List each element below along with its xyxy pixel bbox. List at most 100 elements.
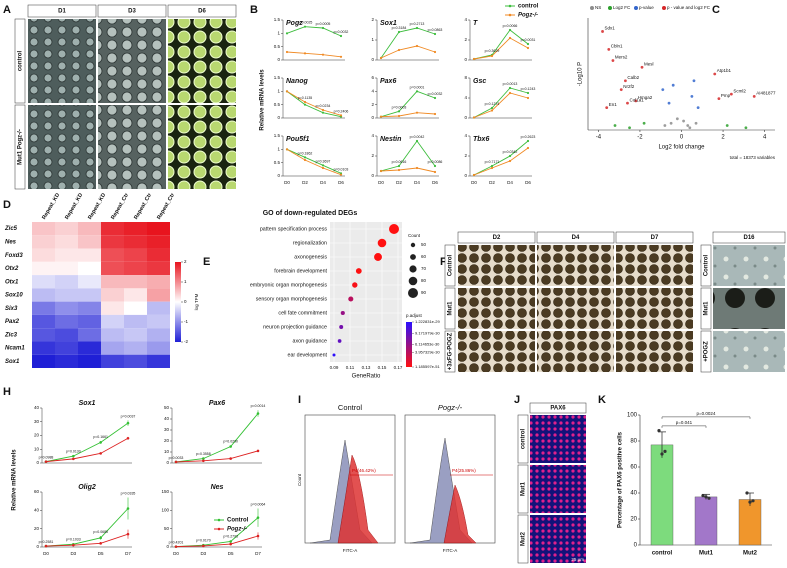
x-tick-label: D6 — [338, 180, 344, 185]
micrograph — [616, 288, 693, 329]
y-tick-label: 80 — [630, 439, 637, 445]
dot — [337, 339, 342, 343]
heatmap-cell — [55, 341, 78, 355]
panel-letter: K — [598, 394, 606, 406]
x-tick-label: D5 — [98, 551, 104, 556]
dot — [389, 224, 399, 234]
heatmap-cell — [101, 288, 124, 302]
x-tick-label: -2 — [637, 135, 643, 141]
chart-title: Nestin — [380, 136, 401, 143]
p-value: p=0.0988 — [39, 456, 54, 460]
data-point — [174, 545, 178, 548]
data-point — [285, 148, 289, 151]
dot — [348, 296, 354, 302]
heatmap-cell — [101, 354, 124, 368]
data-point — [640, 65, 644, 69]
heatmap-cell — [32, 354, 55, 368]
bar — [738, 499, 762, 546]
stained-histogram — [443, 484, 477, 544]
x-tick-label: D2 — [396, 180, 402, 185]
significance-bracket — [661, 425, 707, 428]
p-value: p=0.0033 — [169, 456, 184, 460]
p-value: p=0.7171 — [485, 160, 500, 164]
p-value: p=0.1661 — [93, 435, 108, 439]
heatmap-cell — [147, 222, 170, 236]
row-label-box — [444, 244, 456, 287]
data-point — [202, 544, 205, 548]
heatmap-cell — [124, 314, 147, 329]
panel-letter: C — [712, 4, 720, 16]
y-tick-label: 4 — [464, 95, 467, 100]
y-tick-label: 4 — [464, 17, 467, 22]
data-point — [508, 36, 512, 40]
heatmap-cell — [101, 301, 124, 315]
data-point — [433, 96, 437, 100]
micrograph — [537, 331, 614, 372]
row-label-box — [517, 414, 529, 464]
row-label: +POGZ — [704, 341, 710, 362]
data-point — [752, 95, 756, 98]
heatmap-cell — [32, 261, 55, 276]
dot — [339, 325, 344, 329]
y-tick-label: 40 — [630, 491, 637, 497]
heatmap-cell — [147, 288, 170, 302]
data-point — [397, 110, 401, 113]
micrograph — [530, 465, 586, 513]
micrograph — [28, 19, 96, 103]
data-point — [303, 156, 307, 159]
row-label: Pax2 — [5, 319, 20, 325]
flow-x-label: FITC-A — [443, 548, 458, 553]
heatmap-cell — [147, 328, 170, 342]
y-tick-label: 40 — [164, 416, 170, 421]
data-point — [472, 116, 476, 119]
x-tick-label: D7 — [125, 551, 131, 556]
data-point — [642, 121, 646, 125]
heatmap-cell — [55, 354, 78, 368]
colorbar-tick-label: -1 — [184, 319, 188, 324]
data-point — [285, 32, 289, 35]
p-value: p=0.0086 — [428, 160, 443, 164]
data-point — [321, 53, 325, 56]
p-value: p=0.041 — [676, 420, 693, 425]
data-point — [433, 170, 437, 174]
data-point — [256, 449, 260, 453]
data-point — [126, 507, 130, 510]
p-value: p=0.0335 — [121, 491, 136, 495]
data-point — [729, 92, 733, 96]
heatmap-cell — [55, 314, 78, 329]
p-value: p=0.0130 — [66, 449, 81, 453]
dot — [374, 253, 382, 261]
column-header-box — [167, 4, 237, 18]
panel-letter: A — [3, 4, 11, 16]
data-point — [415, 26, 419, 30]
heatmap-cell — [32, 222, 55, 236]
y-tick-label: 1.5 — [274, 75, 281, 80]
point-label: Cbln1 — [611, 44, 623, 49]
series-line — [286, 51, 342, 58]
y-tick-label: 2 — [464, 153, 467, 158]
micrograph — [616, 245, 693, 286]
y-tick-label: forebrain development — [274, 268, 327, 274]
data-point — [321, 26, 325, 30]
heatmap-cell — [101, 235, 124, 249]
data-point — [508, 28, 512, 32]
y-tick-label: 1 — [277, 89, 280, 94]
point-label: Atp1b1 — [717, 68, 732, 73]
data-point — [339, 173, 343, 176]
p-value: p=0.3629 — [485, 49, 500, 53]
row-label: Zic5 — [4, 226, 18, 232]
data-point — [44, 460, 48, 463]
chart-title: Pou5f1 — [286, 136, 309, 143]
heatmap-cell — [32, 288, 55, 302]
y-tick-label: 0 — [371, 173, 374, 178]
heatmap-cell — [32, 314, 55, 329]
replicate-point — [704, 495, 708, 499]
data-point — [99, 542, 102, 545]
y-tick-label: 0 — [166, 460, 169, 465]
p-value: p=0.3697 — [316, 159, 331, 163]
data-point — [303, 100, 307, 104]
y-tick-label: axon guidance — [293, 338, 328, 344]
legend-marker — [508, 13, 512, 17]
point-label: Mesl — [644, 61, 654, 66]
point-label: Mers2 — [615, 55, 628, 60]
